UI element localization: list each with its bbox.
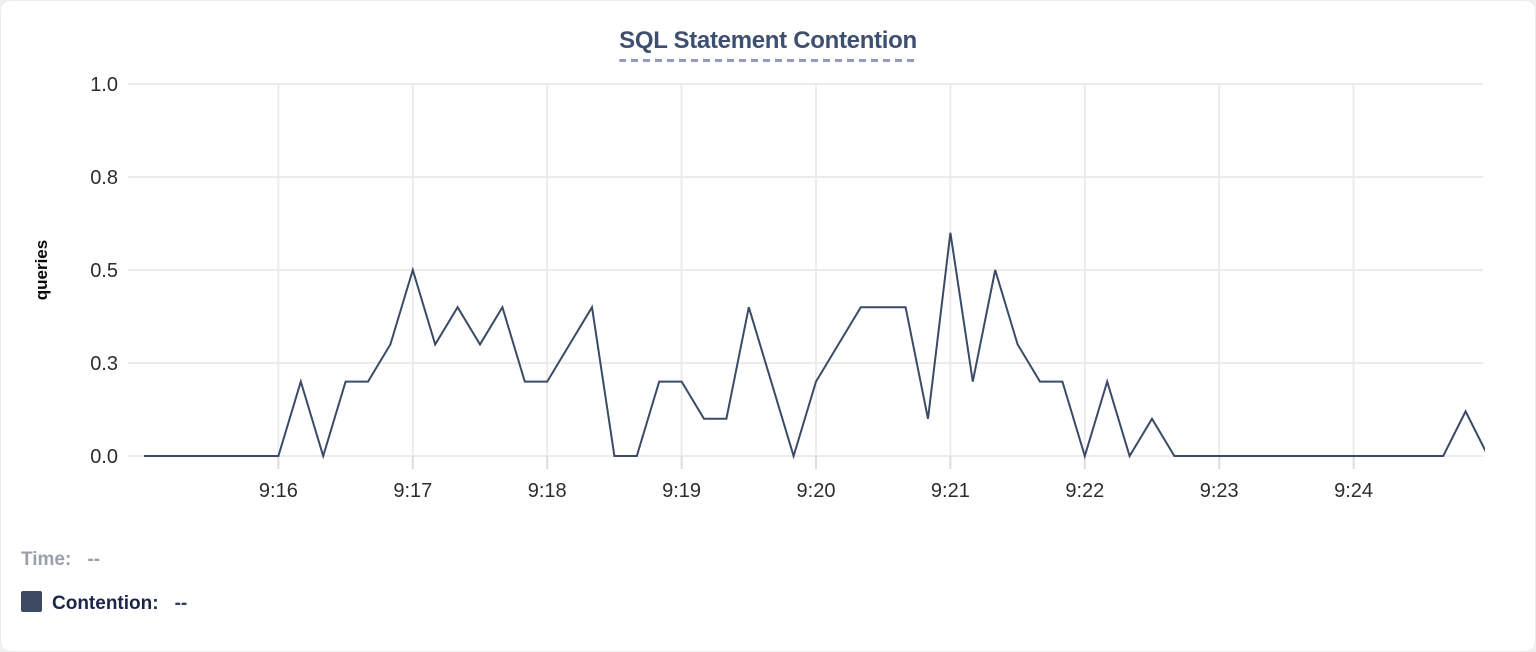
y-tick-label: 0.8 bbox=[90, 167, 118, 189]
y-tick-label: 0.0 bbox=[90, 446, 118, 468]
y-tick-label: 0.5 bbox=[90, 260, 118, 282]
x-tick-label: 9:24 bbox=[1334, 480, 1373, 502]
chart-title-bar: SQL Statement Contention bbox=[1, 27, 1535, 62]
x-tick-label: 9:20 bbox=[797, 480, 836, 502]
contention-label: Contention: bbox=[52, 593, 159, 614]
contention-chart-plot[interactable]: 0.0 0.3 0.5 0.8 1.0 9:16 9:17 9:18 9:19 9:20 9:21 9… bbox=[1, 1, 1485, 531]
contention-value: -- bbox=[174, 593, 188, 614]
y-axis-title: queries bbox=[32, 240, 51, 300]
x-tick-label: 9:16 bbox=[259, 480, 298, 502]
time-label: Time: bbox=[21, 549, 72, 570]
x-tick-label: 9:21 bbox=[931, 480, 970, 502]
legend-contention-row: Contention: -- bbox=[21, 591, 187, 615]
contention-line bbox=[144, 232, 1485, 460]
time-value: -- bbox=[87, 549, 100, 570]
x-tick-label: 9:17 bbox=[393, 480, 432, 502]
legend-time-row: Time: -- bbox=[21, 549, 100, 571]
contention-series-swatch bbox=[21, 591, 42, 612]
x-tick-label: 9:23 bbox=[1200, 480, 1239, 502]
y-tick-label: 1.0 bbox=[90, 74, 118, 96]
x-tick-label: 9:19 bbox=[662, 480, 701, 502]
chart-title[interactable]: SQL Statement Contention bbox=[619, 27, 917, 62]
x-tick-label: 9:18 bbox=[528, 480, 567, 502]
x-tick-label: 9:22 bbox=[1065, 480, 1104, 502]
y-tick-label: 0.3 bbox=[90, 353, 118, 375]
